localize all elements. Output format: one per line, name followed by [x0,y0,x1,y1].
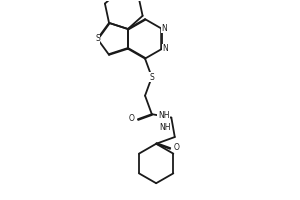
Text: NH: NH [159,123,171,132]
Text: O: O [129,114,135,123]
Text: S: S [149,73,154,82]
Text: N: N [161,24,167,33]
Text: NH: NH [158,111,169,120]
Text: S: S [95,34,100,43]
Text: O: O [174,143,180,152]
Text: N: N [162,44,168,53]
